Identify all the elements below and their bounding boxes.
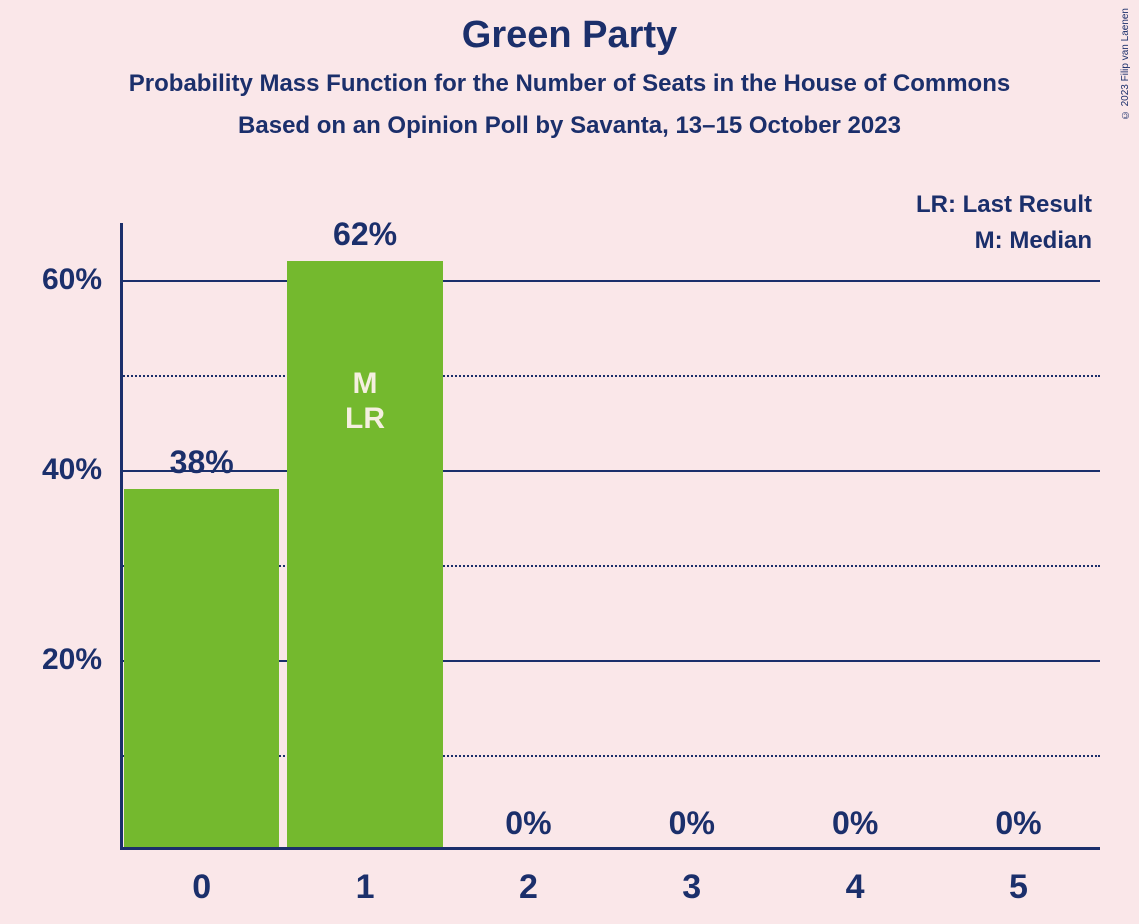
x-tick-label: 1 — [356, 868, 375, 907]
x-tick-label: 4 — [846, 868, 865, 907]
y-axis — [120, 223, 123, 850]
bar — [287, 261, 442, 850]
legend-line: M: Median — [975, 227, 1092, 255]
legend-line: LR: Last Result — [916, 191, 1092, 219]
x-tick-label: 3 — [682, 868, 701, 907]
bar-overlay-label: MLR — [345, 367, 385, 436]
y-tick-label: 20% — [12, 643, 102, 677]
gridline-minor — [120, 375, 1100, 377]
plot-area: 20%40%60%38%062%10%20%30%40%5MLRLR: Last… — [120, 223, 1100, 850]
gridline-major — [120, 280, 1100, 282]
bar — [124, 489, 279, 850]
chart-subtitle-2: Based on an Opinion Poll by Savanta, 13–… — [0, 112, 1139, 140]
y-tick-label: 60% — [12, 263, 102, 297]
x-axis — [120, 847, 1100, 850]
bar-value-label: 62% — [333, 216, 397, 253]
y-tick-label: 40% — [12, 453, 102, 487]
chart-subtitle-1: Probability Mass Function for the Number… — [0, 70, 1139, 98]
gridline-major — [120, 470, 1100, 472]
chart-container: © 2023 Filip van LaenenGreen PartyProbab… — [0, 0, 1139, 924]
x-tick-label: 2 — [519, 868, 538, 907]
bar-value-label: 0% — [505, 805, 551, 842]
bar-value-label: 0% — [995, 805, 1041, 842]
x-tick-label: 5 — [1009, 868, 1028, 907]
bar-value-label: 0% — [669, 805, 715, 842]
bar-value-label: 0% — [832, 805, 878, 842]
bar-value-label: 38% — [170, 444, 234, 481]
chart-title: Green Party — [0, 14, 1139, 57]
x-tick-label: 0 — [192, 868, 211, 907]
